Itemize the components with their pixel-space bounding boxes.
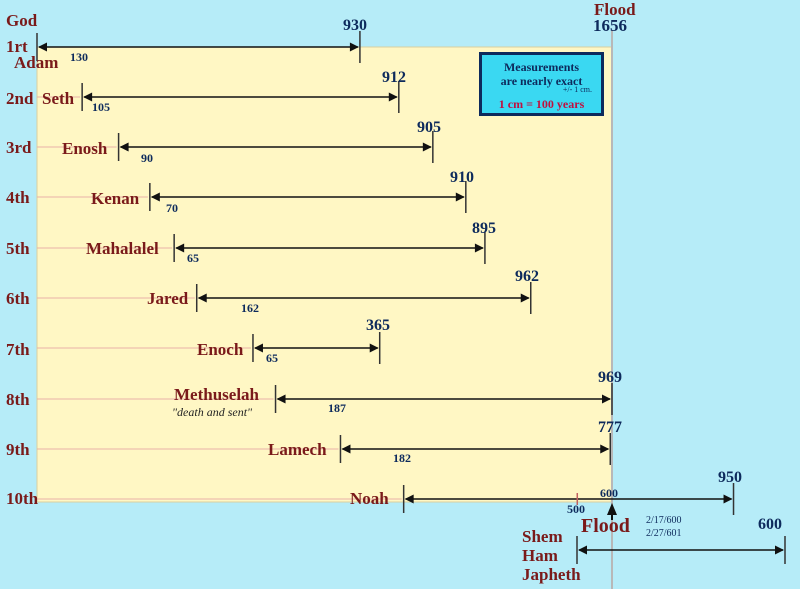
lifespan-value: 912 bbox=[382, 69, 406, 86]
lifespan-arrow-start bbox=[150, 192, 160, 202]
son-ham: Ham bbox=[522, 546, 558, 565]
lifespan-arrow-start bbox=[341, 444, 351, 454]
legend-line-2: are nearly exact bbox=[500, 74, 583, 88]
lifespan-arrow-end bbox=[369, 343, 379, 353]
lifespan-arrow-end bbox=[455, 192, 465, 202]
lifespan-value: 777 bbox=[598, 419, 622, 436]
begat-age: 90 bbox=[141, 151, 153, 165]
name-meaning-note: "death and sent" bbox=[172, 405, 253, 419]
flood-year-label: 1656 bbox=[593, 16, 627, 35]
lifespan-value: 969 bbox=[598, 369, 622, 386]
lifespan-arrow-end bbox=[520, 293, 530, 303]
lifespan-arrow-end bbox=[602, 394, 611, 404]
begat-age: 130 bbox=[70, 50, 88, 64]
legend-scale: 1 cm = 100 years bbox=[498, 97, 585, 111]
sons-arrow-start bbox=[578, 545, 587, 555]
begat-age: 65 bbox=[187, 251, 199, 265]
pre-flood-panel bbox=[36, 46, 613, 503]
god-label: God bbox=[6, 11, 38, 30]
lifespan-value: 962 bbox=[515, 268, 539, 285]
patriarch-name: Enosh bbox=[62, 139, 108, 158]
ordinal-label: 4th bbox=[6, 188, 30, 207]
patriarch-name: Mahalalel bbox=[86, 239, 159, 258]
legend-line-1: Measurements bbox=[503, 60, 580, 74]
ordinal-label: 10th bbox=[6, 489, 39, 508]
lifespan-arrow-end bbox=[422, 142, 432, 152]
scale-legend: Measurements are nearly exact +/- 1 cm. … bbox=[479, 52, 604, 116]
flood-date-start: 2/17/600 bbox=[646, 515, 682, 526]
begat-age: 187 bbox=[328, 401, 346, 415]
begat-age: 65 bbox=[266, 351, 278, 365]
patriarch-name: Adam bbox=[14, 53, 59, 72]
begat-age: 500 bbox=[567, 502, 585, 516]
lifespan-arrow-end bbox=[474, 243, 484, 253]
lifespan-arrow-start bbox=[197, 293, 207, 303]
lifespan-arrow-start bbox=[404, 494, 414, 504]
lifespan-value: 910 bbox=[450, 169, 474, 186]
ordinal-label: 9th bbox=[6, 440, 30, 459]
sons-arrow-end bbox=[775, 545, 784, 555]
begat-age: 182 bbox=[393, 451, 411, 465]
legend-tolerance: +/- 1 cm. bbox=[562, 85, 592, 94]
lifespan-arrow-end bbox=[600, 444, 610, 454]
lifespan-arrow-start bbox=[38, 42, 47, 52]
lifespan-arrow-start bbox=[83, 92, 93, 102]
lifespan-arrow-start bbox=[175, 243, 185, 253]
ordinal-label: 5th bbox=[6, 239, 30, 258]
flood-label: Flood bbox=[581, 515, 630, 537]
flood-header-label: Flood bbox=[594, 0, 636, 19]
begat-age: 162 bbox=[241, 301, 259, 315]
son-shem: Shem bbox=[522, 527, 563, 546]
lifespan-arrow-start bbox=[276, 394, 286, 404]
ordinal-label: 6th bbox=[6, 289, 30, 308]
lifespan-arrow-start bbox=[119, 142, 129, 152]
ordinal-label: 7th bbox=[6, 340, 30, 359]
noah-flood-age: 600 bbox=[600, 486, 618, 500]
ordinal-label: 2nd bbox=[6, 89, 34, 108]
patriarch-name: Jared bbox=[147, 289, 189, 308]
lifespan-value: 365 bbox=[366, 317, 390, 334]
ordinal-label: 3rd bbox=[6, 138, 32, 157]
flood-up-arrow bbox=[607, 503, 617, 515]
lifespan-arrow-end bbox=[723, 494, 733, 504]
lifespan-value: 895 bbox=[472, 220, 496, 237]
lifespan-arrow-end bbox=[349, 42, 359, 52]
patriarch-name: Lamech bbox=[268, 440, 327, 459]
patriarch-name: Kenan bbox=[91, 189, 140, 208]
patriarch-name: Noah bbox=[350, 489, 389, 508]
lifespan-arrow-start bbox=[253, 343, 263, 353]
patriarch-name: Methuselah bbox=[174, 385, 259, 404]
patriarch-name: Enoch bbox=[197, 340, 244, 359]
begat-age: 105 bbox=[92, 100, 110, 114]
lifespan-arrow-end bbox=[388, 92, 398, 102]
lifespan-value: 930 bbox=[343, 17, 367, 34]
ordinal-label: 1rt bbox=[6, 37, 28, 56]
lifespan-value: 905 bbox=[417, 119, 441, 136]
son-japheth: Japheth bbox=[522, 565, 581, 584]
patriarch-name: Seth bbox=[42, 89, 75, 108]
sons-span-value: 600 bbox=[758, 516, 782, 533]
ordinal-label: 8th bbox=[6, 390, 30, 409]
flood-date-end: 2/27/601 bbox=[646, 528, 682, 539]
lifespan-value: 950 bbox=[718, 469, 742, 486]
begat-age: 70 bbox=[166, 201, 178, 215]
